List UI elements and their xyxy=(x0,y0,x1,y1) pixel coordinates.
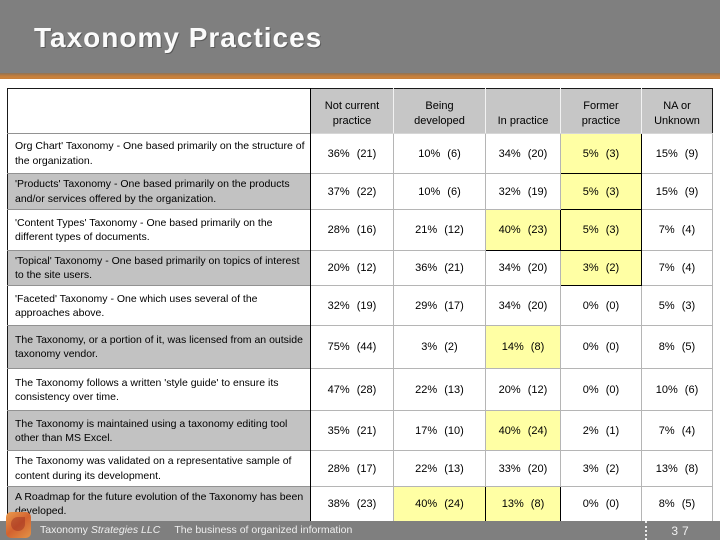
data-cell: 40% (23) xyxy=(485,209,561,251)
data-cell: 28% (17) xyxy=(310,450,394,487)
table-row: The Taxonomy was validated on a represen… xyxy=(7,450,713,487)
data-cell: 8% (5) xyxy=(641,485,713,523)
table-row: 'Products' Taxonomy - One based primaril… xyxy=(7,173,713,210)
row-label: 'Topical' Taxonomy - One based primarily… xyxy=(7,249,311,286)
accent-bar xyxy=(0,73,720,79)
row-label: The Taxonomy was validated on a represen… xyxy=(7,450,311,487)
column-header-former-practice: Former practice xyxy=(560,88,642,134)
table-row: 'Content Types' Taxonomy - One based pri… xyxy=(7,209,713,251)
row-label-column-header xyxy=(7,88,311,134)
page-title: Taxonomy Practices xyxy=(34,22,323,53)
column-header-being-developed: Being developed xyxy=(393,88,486,134)
data-cell: 32% (19) xyxy=(485,173,561,210)
header-row: Not current practice Being developed In … xyxy=(7,88,713,134)
data-cell: 7% (4) xyxy=(641,249,713,287)
data-cell: 20% (12) xyxy=(310,249,394,287)
data-cell: 22% (13) xyxy=(393,450,486,487)
data-cell: 0% (0) xyxy=(560,485,642,523)
data-cell: 37% (22) xyxy=(310,173,394,210)
data-cell: 34% (20) xyxy=(485,133,561,174)
row-label: Org Chart' Taxonomy - One based primaril… xyxy=(7,133,311,174)
column-header-in-practice: In practice xyxy=(485,88,561,134)
data-cell: 7% (4) xyxy=(641,209,713,251)
data-cell: 40% (24) xyxy=(485,410,561,452)
row-label: 'Content Types' Taxonomy - One based pri… xyxy=(7,209,311,251)
data-cell: 75% (44) xyxy=(310,325,394,370)
practices-table: Not current practice Being developed In … xyxy=(7,88,713,523)
practices-table-wrap: Not current practice Being developed In … xyxy=(7,88,713,523)
data-cell: 5% (3) xyxy=(641,285,713,327)
footer-tagline: The business of organized information xyxy=(174,524,353,536)
data-cell: 15% (9) xyxy=(641,173,713,210)
data-cell: 10% (6) xyxy=(393,173,486,210)
table-row: The Taxonomy is maintained using a taxon… xyxy=(7,410,713,452)
data-cell: 21% (12) xyxy=(393,209,486,251)
data-cell: 35% (21) xyxy=(310,410,394,452)
table-row: The Taxonomy, or a portion of it, was li… xyxy=(7,325,713,370)
row-label: 'Products' Taxonomy - One based primaril… xyxy=(7,173,311,210)
table-row: 'Faceted' Taxonomy - One which uses seve… xyxy=(7,285,713,327)
data-cell: 14% (8) xyxy=(485,325,561,370)
footer-text: Taxonomy Strategies LLC The business of or… xyxy=(40,524,352,536)
data-cell: 34% (20) xyxy=(485,249,561,287)
page-number: 37 xyxy=(671,524,693,538)
data-cell: 0% (0) xyxy=(560,368,642,412)
row-label: The Taxonomy, or a portion of it, was li… xyxy=(7,325,311,369)
column-header-not-current-practice: Not current practice xyxy=(310,88,394,134)
row-label: 'Faceted' Taxonomy - One which uses seve… xyxy=(7,285,311,326)
data-cell: 8% (5) xyxy=(641,325,713,370)
data-cell: 7% (4) xyxy=(641,410,713,452)
footer-bar: Taxonomy Strategies LLC The business of or… xyxy=(0,521,720,540)
slide-header: Taxonomy Practices xyxy=(0,0,720,73)
table-header: Not current practice Being developed In … xyxy=(7,88,713,134)
data-cell: 13% (8) xyxy=(485,485,561,523)
data-cell: 17% (10) xyxy=(393,410,486,452)
data-cell: 3% (2) xyxy=(560,249,642,287)
row-label: The Taxonomy is maintained using a taxon… xyxy=(7,410,311,451)
data-cell: 13% (8) xyxy=(641,450,713,487)
table-row: 'Topical' Taxonomy - One based primarily… xyxy=(7,249,713,287)
data-cell: 28% (16) xyxy=(310,209,394,251)
data-cell: 5% (3) xyxy=(560,133,642,174)
table-row: Org Chart' Taxonomy - One based primaril… xyxy=(7,133,713,174)
footer-company-name: Taxonomy xyxy=(40,524,88,536)
row-label: A Roadmap for the future evolution of th… xyxy=(7,485,311,522)
data-cell: 22% (13) xyxy=(393,368,486,412)
data-cell: 40% (24) xyxy=(393,485,486,523)
data-cell: 33% (20) xyxy=(485,450,561,487)
data-cell: 29% (17) xyxy=(393,285,486,327)
practices-table-body: Org Chart' Taxonomy - One based primaril… xyxy=(7,133,713,523)
data-cell: 0% (0) xyxy=(560,325,642,370)
data-cell: 3% (2) xyxy=(393,325,486,370)
footer-company-suffix: Strategies LLC xyxy=(90,524,161,536)
row-label: The Taxonomy follows a written 'style gu… xyxy=(7,368,311,411)
table-row: The Taxonomy follows a written 'style gu… xyxy=(7,368,713,412)
data-cell: 36% (21) xyxy=(310,133,394,174)
data-cell: 5% (3) xyxy=(560,209,642,251)
data-cell: 3% (2) xyxy=(560,450,642,487)
company-logo-icon xyxy=(6,512,31,538)
data-cell: 36% (21) xyxy=(393,249,486,287)
data-cell: 20% (12) xyxy=(485,368,561,412)
data-cell: 47% (28) xyxy=(310,368,394,412)
table-row: A Roadmap for the future evolution of th… xyxy=(7,485,713,523)
data-cell: 32% (19) xyxy=(310,285,394,327)
data-cell: 5% (3) xyxy=(560,173,642,210)
data-cell: 10% (6) xyxy=(393,133,486,174)
column-header-na-or-unknown: NA or Unknown xyxy=(641,88,713,134)
data-cell: 38% (23) xyxy=(310,485,394,523)
data-cell: 2% (1) xyxy=(560,410,642,452)
data-cell: 0% (0) xyxy=(560,285,642,327)
data-cell: 10% (6) xyxy=(641,368,713,412)
data-cell: 15% (9) xyxy=(641,133,713,174)
footer-divider xyxy=(645,521,647,540)
data-cell: 34% (20) xyxy=(485,285,561,327)
